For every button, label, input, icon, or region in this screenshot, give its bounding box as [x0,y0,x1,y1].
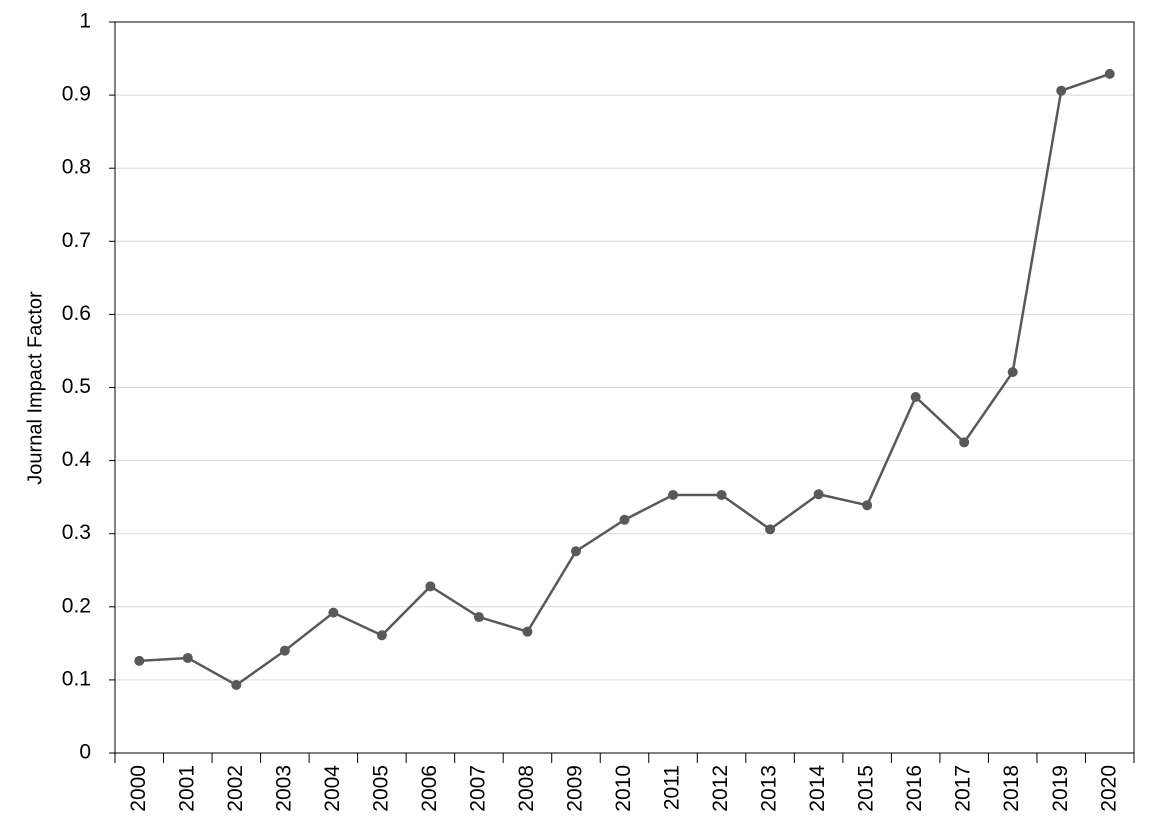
point [668,489,679,500]
x-tick-label: 2014 [806,765,829,812]
point [279,645,290,656]
x-tick-label: 2020 [1097,765,1120,812]
y-tick-label: 0.7 [62,229,91,252]
point [862,500,873,511]
point [813,489,824,500]
x-tick-label: 2010 [612,765,635,812]
y-tick-label: 0 [79,741,91,764]
point [328,607,339,618]
x-tick-label: 2000 [127,765,150,812]
y-tick-label: 0.9 [62,83,91,106]
x-tick-label: 2011 [661,765,684,810]
point [134,655,145,666]
y-tick-label: 0.4 [62,448,92,471]
x-tick-label: 2012 [709,765,732,812]
x-tick-label: 2002 [224,765,247,812]
y-tick-label: 1 [79,10,91,33]
x-tick-label: 2008 [515,765,538,812]
point [425,581,436,592]
x-tick-label: 2003 [272,765,295,812]
x-tick-label: 2009 [564,765,587,812]
point [910,392,921,403]
y-tick-label: 0.8 [62,156,91,179]
point [1007,367,1018,378]
point [522,626,533,637]
y-tick-label: 0.2 [62,594,91,617]
point [716,489,727,500]
point [1104,68,1115,79]
x-tick-label: 2004 [321,765,344,812]
point [619,514,630,525]
point [765,524,776,535]
point [376,630,387,641]
plot-frame [114,21,1135,754]
y-axis-label: Journal Impact Factor [24,291,46,485]
x-tick-label: 2019 [1049,765,1072,812]
y-tick-label: 0.1 [62,667,91,690]
y-tick-label: 0.5 [62,375,91,398]
point [231,680,242,691]
point [570,546,581,557]
x-tick-label: 2006 [418,765,441,812]
x-tick-label: 2001 [175,765,198,812]
x-tick-label: 2016 [903,765,926,812]
x-tick-label: 2015 [855,765,878,812]
x-tick-label: 2018 [1000,765,1023,812]
line [139,72,1111,687]
point [1056,85,1067,96]
point [959,437,970,448]
y-tick-label: 0.3 [62,521,91,544]
x-tick-label: 2007 [466,765,489,812]
point [182,652,193,663]
x-tick-label: 2013 [758,765,781,812]
y-tick-label: 0.6 [62,302,91,325]
x-tick-label: 2017 [952,765,975,812]
point [473,612,484,623]
x-tick-label: 2005 [369,765,392,812]
